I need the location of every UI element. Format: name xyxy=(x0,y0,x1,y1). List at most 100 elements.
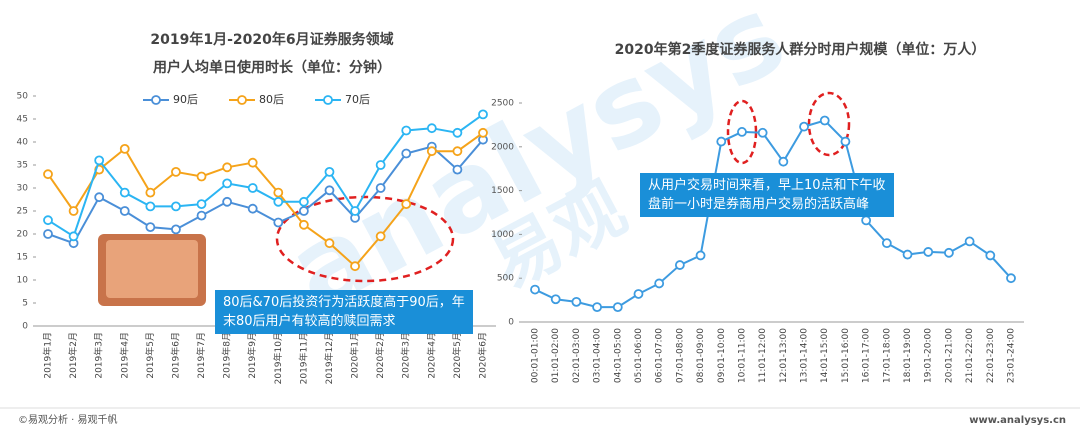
legend-marker xyxy=(237,95,247,105)
point xyxy=(94,192,105,203)
y-tick-label: 25 xyxy=(17,207,28,217)
point xyxy=(757,127,768,138)
x-tick-label: 11:01-12:00 xyxy=(758,328,768,383)
x-tick-label: 2019年3月 xyxy=(93,332,105,379)
point xyxy=(452,127,463,138)
point xyxy=(426,146,437,157)
y-tick-label: 15 xyxy=(17,253,28,263)
x-tick-label: 19:01-20:00 xyxy=(924,328,934,383)
y-tick-label: 2000 xyxy=(491,142,514,152)
annotation: 80后&70后投资行为活跃度高于90后，年 末80后用户有较高的赎回需求 xyxy=(215,290,473,334)
legend-marker xyxy=(151,95,161,105)
x-tick-label: 2019年8月 xyxy=(221,332,233,379)
point xyxy=(222,162,233,173)
highlight-ellipse xyxy=(275,195,455,283)
point xyxy=(401,148,412,159)
x-tick-label: 2019年2月 xyxy=(67,332,79,379)
annotation-line: 盘前一小时是券商用户交易的活跃高峰 xyxy=(648,197,870,212)
point xyxy=(145,187,156,198)
x-tick-label: 2019年4月 xyxy=(118,332,130,379)
y-tick-label: 30 xyxy=(17,184,29,194)
point xyxy=(452,146,463,157)
point xyxy=(171,201,181,212)
point xyxy=(902,249,913,260)
point xyxy=(171,166,181,177)
point xyxy=(716,136,727,147)
chart-title: 2019年1月-2020年6月证券服务领域 xyxy=(150,31,393,48)
point xyxy=(273,196,284,207)
x-tick-label: 01:01-02:00 xyxy=(551,328,561,383)
point xyxy=(923,247,934,257)
point xyxy=(375,183,386,193)
point xyxy=(478,127,488,138)
point xyxy=(985,250,996,261)
point xyxy=(1006,273,1016,284)
x-tick-label: 16:01-17:00 xyxy=(862,328,872,383)
annotation-line: 从用户交易时间来看，早上10点和下午收 xyxy=(648,178,886,193)
x-tick-label: 2020年6月 xyxy=(477,332,489,379)
x-tick-label: 21:01-22:00 xyxy=(965,328,975,383)
point xyxy=(944,247,954,258)
point xyxy=(426,123,437,134)
point xyxy=(592,302,602,313)
legend-marker xyxy=(323,95,333,105)
point xyxy=(452,164,463,175)
point xyxy=(401,199,412,210)
x-tick-label: 2019年5月 xyxy=(144,332,156,379)
point xyxy=(196,171,207,182)
series-line xyxy=(47,131,484,268)
photo-inner xyxy=(106,240,198,298)
point xyxy=(550,294,561,305)
x-tick-label: 03:01-04:00 xyxy=(593,328,603,383)
point xyxy=(43,215,53,226)
y-tick-label: 45 xyxy=(17,115,28,125)
point xyxy=(840,136,851,147)
point xyxy=(633,289,644,299)
x-tick-label: 17:01-18:00 xyxy=(882,328,892,383)
x-tick-label: 2020年5月 xyxy=(451,332,463,379)
x-tick-label: 10:01-11:00 xyxy=(737,328,747,383)
annotation-line: 末80后用户有较高的赎回需求 xyxy=(223,314,396,329)
y-tick-label: 1500 xyxy=(491,186,514,196)
x-tick-label: 14:01-15:00 xyxy=(820,328,830,383)
x-tick-label: 2019年7月 xyxy=(195,332,207,379)
x-tick-label: 18:01-19:00 xyxy=(903,328,913,383)
point xyxy=(171,224,181,235)
x-tick-label: 20:01-21:00 xyxy=(944,328,954,383)
chart-title: 2020年第2季度证券服务人群分时用户规模（单位：万人） xyxy=(615,41,986,58)
point xyxy=(350,261,360,272)
point xyxy=(324,238,335,249)
x-tick-label: 12:01-13:00 xyxy=(779,328,789,383)
highlight-ellipse xyxy=(807,91,851,157)
point xyxy=(654,278,665,289)
x-tick-label: 13:01-14:00 xyxy=(800,328,810,383)
point xyxy=(778,156,789,167)
point xyxy=(43,229,53,239)
point xyxy=(298,219,309,230)
point xyxy=(222,178,233,189)
y-tick-label: 500 xyxy=(497,274,514,284)
point xyxy=(145,201,156,212)
y-tick-label: 10 xyxy=(17,276,29,286)
point xyxy=(401,125,412,136)
x-tick-label: 22:01-23:00 xyxy=(986,328,996,383)
point xyxy=(273,187,284,198)
footer-site: www.analysys.cn xyxy=(969,415,1066,426)
point xyxy=(247,183,258,193)
point xyxy=(119,143,130,154)
point xyxy=(375,231,386,242)
point xyxy=(478,109,488,120)
point xyxy=(799,121,809,132)
x-tick-label: 06:01-07:00 xyxy=(655,328,665,383)
point xyxy=(964,236,975,247)
legend-label: 70后 xyxy=(345,93,370,106)
footer-source: ©易观分析 · 易观千帆 xyxy=(18,413,118,426)
y-tick-label: 0 xyxy=(508,318,514,328)
point xyxy=(571,296,582,307)
point xyxy=(247,157,258,168)
y-tick-label: 0 xyxy=(22,322,28,332)
annotation: 从用户交易时间来看，早上10点和下午收 盘前一小时是券商用户交易的活跃高峰 xyxy=(640,173,894,217)
x-tick-label: 05:01-06:00 xyxy=(634,328,644,383)
chart-title: 用户人均单日使用时长（单位：分钟） xyxy=(153,59,391,76)
